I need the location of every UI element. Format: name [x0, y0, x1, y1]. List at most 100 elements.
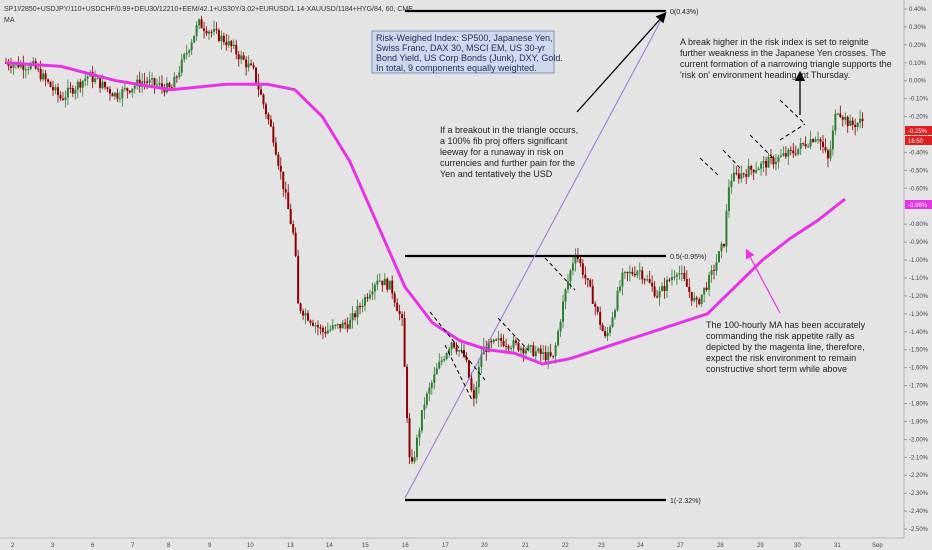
annotation-ma-line: The 100-hourly MA has been accurately	[706, 320, 866, 330]
candle-body	[616, 290, 619, 311]
x-tick-label: 6	[91, 543, 95, 549]
candle-body	[769, 157, 772, 159]
candle-body	[257, 82, 260, 90]
candle-body	[443, 359, 446, 361]
candle-body	[812, 139, 815, 142]
candle-body	[440, 360, 443, 362]
candle-body	[772, 157, 775, 165]
y-tick-label: 0.30%	[909, 25, 927, 31]
candle-body	[794, 153, 797, 155]
candle-body	[752, 169, 755, 173]
candle-body	[81, 80, 84, 88]
candle-body	[339, 323, 342, 329]
candle-body	[104, 81, 107, 88]
y-axis: 0.40% 0.30% 0.20% 0.10% 0.00% -0.10% -0.20% -0.…	[904, 7, 929, 533]
candle-body	[594, 303, 597, 307]
candle-body	[420, 410, 423, 431]
annotation-risk-break-line: current formation of a narrowing triangl…	[680, 59, 892, 69]
candle-body	[282, 171, 285, 190]
candle-body	[539, 348, 542, 354]
candle-body	[430, 382, 433, 388]
candle-body	[819, 139, 822, 142]
candle-body	[116, 92, 119, 99]
x-tick-label: 27	[677, 543, 684, 549]
candle-body	[29, 64, 32, 70]
candle-body	[742, 173, 745, 175]
candle-body	[695, 297, 698, 300]
candle-body	[502, 341, 505, 346]
candle-body	[626, 271, 629, 274]
info-box-line: In total, 9 components equally weighted.	[376, 63, 537, 73]
candle-body	[59, 95, 62, 99]
candle-body	[255, 67, 258, 83]
candle-body	[349, 320, 352, 329]
candle-body	[336, 323, 339, 326]
ma-pointer-arrow	[745, 248, 781, 314]
candle-body	[262, 94, 265, 105]
x-tick-label: 23	[598, 543, 605, 549]
candle-body	[609, 326, 612, 333]
candle-body	[126, 88, 129, 91]
candle-body	[643, 279, 646, 281]
candle-body	[44, 73, 47, 80]
y-tick-label: -0.90%	[909, 240, 929, 246]
y-tick-label: -0.40%	[909, 150, 929, 156]
candle-body	[373, 284, 376, 292]
candle-body	[831, 130, 834, 150]
candle-body	[774, 161, 777, 165]
fib-projection-trendline	[404, 10, 667, 499]
candle-body	[537, 348, 540, 352]
candle-body	[131, 88, 134, 93]
candle-body	[710, 269, 713, 275]
candle-body	[740, 173, 743, 179]
candle-body	[450, 342, 453, 350]
candle-body	[623, 271, 626, 273]
candle-body	[529, 345, 532, 347]
candle-body	[324, 331, 327, 334]
candle-body	[574, 255, 577, 264]
candle-body	[277, 154, 280, 166]
candle-body	[381, 280, 384, 286]
candle-body	[185, 52, 188, 55]
candle-body	[792, 150, 795, 154]
candle-body	[64, 97, 67, 100]
info-box	[371, 30, 555, 74]
fib-level-0.5-label: 0.5(-0.95%)	[670, 254, 707, 261]
candle-body	[411, 457, 414, 462]
candle-body	[408, 418, 411, 458]
candle-body	[217, 30, 220, 42]
x-tick-label: 31	[834, 543, 841, 549]
candle-body	[274, 142, 277, 155]
candle-body	[735, 172, 738, 174]
candle-body	[309, 320, 312, 323]
candle-body	[168, 83, 171, 88]
candle-body	[713, 269, 716, 271]
candle-body	[846, 116, 849, 126]
candle-body	[160, 83, 163, 88]
candle-body	[71, 88, 74, 94]
annotation-ma-line: commanding the risk appetite rally as	[706, 331, 855, 341]
candle-body	[225, 42, 228, 46]
annotation-fib-breakout-line: If a breakout in the triangle occurs,	[440, 125, 578, 135]
candle-body	[465, 356, 468, 361]
candle-body	[581, 263, 584, 275]
candle-body	[54, 87, 57, 91]
candle-body	[113, 92, 116, 97]
info-box-line: Bond Yield, US Corp Bonds (Junk), DXY, G…	[376, 53, 563, 63]
candle-body	[700, 294, 703, 305]
candle-body	[453, 342, 456, 348]
candle-body	[599, 311, 602, 326]
candle-body	[346, 324, 349, 329]
annotation-fib-breakout-line: currencies and further pain for the	[440, 158, 575, 168]
candle-body	[272, 126, 275, 143]
candle-body	[492, 339, 495, 343]
candle-body	[762, 160, 765, 164]
candle-body	[438, 361, 441, 369]
pattern-dashed-line	[749, 134, 776, 161]
candle-body	[351, 313, 354, 321]
candle-body	[148, 79, 151, 83]
y-tick-label: -2.10%	[909, 455, 929, 461]
candle-body	[569, 270, 572, 282]
candle-body	[839, 113, 842, 118]
x-tick-label: 2	[11, 543, 15, 549]
